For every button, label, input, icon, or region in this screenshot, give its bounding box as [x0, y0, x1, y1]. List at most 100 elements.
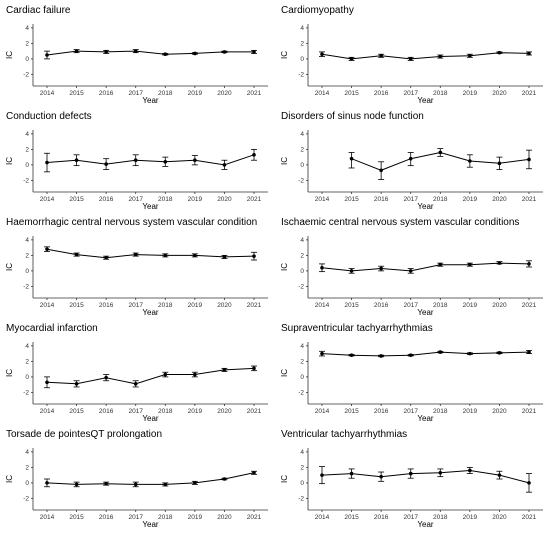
data-point [497, 161, 502, 166]
x-axis-label: Year [417, 520, 434, 529]
x-tick-label: 2014 [40, 408, 55, 415]
data-point [193, 372, 197, 377]
y-axis-label: IC [280, 475, 289, 483]
y-tick-label: 2 [25, 465, 29, 472]
x-tick-label: 2016 [99, 408, 114, 415]
data-point [379, 53, 383, 58]
data-point [74, 382, 79, 386]
x-axis-label: Year [142, 520, 159, 529]
data-point [133, 252, 138, 257]
x-tick-label: 2019 [188, 514, 203, 521]
x-tick-label: 2015 [344, 514, 359, 521]
data-point [349, 57, 354, 61]
data-point [468, 262, 472, 267]
series-line [321, 52, 530, 60]
x-tick-label: 2018 [433, 514, 448, 521]
x-tick-label: 2020 [492, 302, 507, 309]
x-axis-label: Year [142, 96, 159, 105]
x-tick-label: 2015 [69, 514, 84, 521]
x-tick-label: 2019 [463, 302, 478, 309]
series-line [46, 248, 255, 259]
y-tick-label: 2 [300, 41, 304, 48]
y-axis-label: IC [280, 51, 289, 59]
data-point [468, 351, 472, 356]
x-axis-label: Year [142, 308, 159, 317]
series-line [321, 469, 530, 484]
x-tick-label: 2018 [433, 90, 448, 97]
data-point [222, 255, 227, 259]
data-point [408, 269, 413, 273]
data-point [222, 368, 227, 372]
x-tick-label: 2015 [69, 408, 84, 415]
x-axis-label: Year [417, 96, 434, 105]
x-tick-label: 2016 [99, 302, 114, 309]
data-point [527, 350, 531, 354]
data-point [45, 481, 49, 485]
data-point [438, 350, 443, 354]
y-tick-label: 4 [300, 449, 304, 456]
data-point [193, 51, 197, 56]
y-axis-label: IC [280, 369, 289, 377]
x-tick-label: 2020 [492, 514, 507, 521]
x-tick-label: 2015 [344, 90, 359, 97]
y-tick-label: 2 [25, 359, 29, 366]
data-point [45, 53, 49, 57]
data-point [104, 375, 108, 380]
x-tick-label: 2018 [158, 408, 173, 415]
y-tick-label: 2 [25, 147, 29, 154]
chart-panel: Torsade de pointesQT prolongation 4 2 0 -2 20… [0, 424, 275, 530]
data-point [497, 261, 502, 265]
data-point [252, 153, 256, 157]
data-point [163, 253, 168, 258]
chart-panel: Ischaemic central nervous system vascula… [275, 212, 550, 318]
data-point [222, 163, 227, 167]
chart-panel: Myocardial infarction 4 2 0 -2 2014 2015 2016 20… [0, 318, 275, 424]
data-point [74, 482, 79, 487]
data-point [408, 156, 413, 161]
x-tick-label: 2021 [522, 90, 537, 97]
data-point [163, 159, 168, 164]
data-point [133, 382, 138, 386]
y-tick-label: 0 [300, 268, 304, 275]
x-axis-label: Year [417, 414, 434, 423]
x-tick-label: 2016 [374, 302, 389, 309]
y-axis-label: IC [280, 157, 289, 165]
x-tick-label: 2021 [522, 302, 537, 309]
chart-panel: Cardiomyopathy 4 2 0 -2 2014 2015 2016 2017 2018 2… [275, 0, 550, 106]
x-axis-label: Year [417, 308, 434, 317]
data-point [379, 474, 383, 479]
x-tick-label: 2017 [128, 90, 143, 97]
x-tick-label: 2015 [344, 302, 359, 309]
data-point [320, 473, 324, 477]
data-point [252, 366, 256, 371]
chart-panel: Cardiac failure 4 2 0 -2 2014 2015 2016 2017 2018… [0, 0, 275, 106]
data-point [408, 471, 413, 476]
data-point [468, 53, 472, 58]
chart-svg: Supraventricular tachyarrhythmias 4 2 0 -2 20… [280, 323, 543, 423]
x-tick-label: 2018 [158, 196, 173, 203]
x-tick-label: 2018 [433, 302, 448, 309]
y-tick-label: 0 [300, 374, 304, 381]
series-line [46, 154, 255, 166]
data-point [74, 49, 79, 53]
series-line [46, 50, 254, 56]
data-point [320, 351, 324, 356]
data-point [349, 353, 354, 357]
x-tick-label: 2016 [99, 514, 114, 521]
chart-title: Supraventricular tachyarrhythmias [281, 323, 433, 334]
x-tick-label: 2021 [522, 196, 537, 203]
y-tick-label: 0 [25, 162, 29, 169]
x-tick-label: 2014 [315, 408, 330, 415]
x-tick-label: 2018 [433, 408, 448, 415]
data-point [497, 50, 502, 55]
data-point [468, 159, 472, 163]
data-point [222, 477, 227, 481]
data-point [133, 158, 138, 163]
chart-svg: Cardiomyopathy 4 2 0 -2 2014 2015 2016 2017 2018 2… [280, 5, 543, 105]
chart-panel: Haemorrhagic central nervous system vasc… [0, 212, 275, 318]
x-tick-label: 2019 [188, 408, 203, 415]
x-tick-label: 2018 [433, 196, 448, 203]
x-tick-label: 2014 [40, 90, 55, 97]
data-point [379, 354, 383, 358]
